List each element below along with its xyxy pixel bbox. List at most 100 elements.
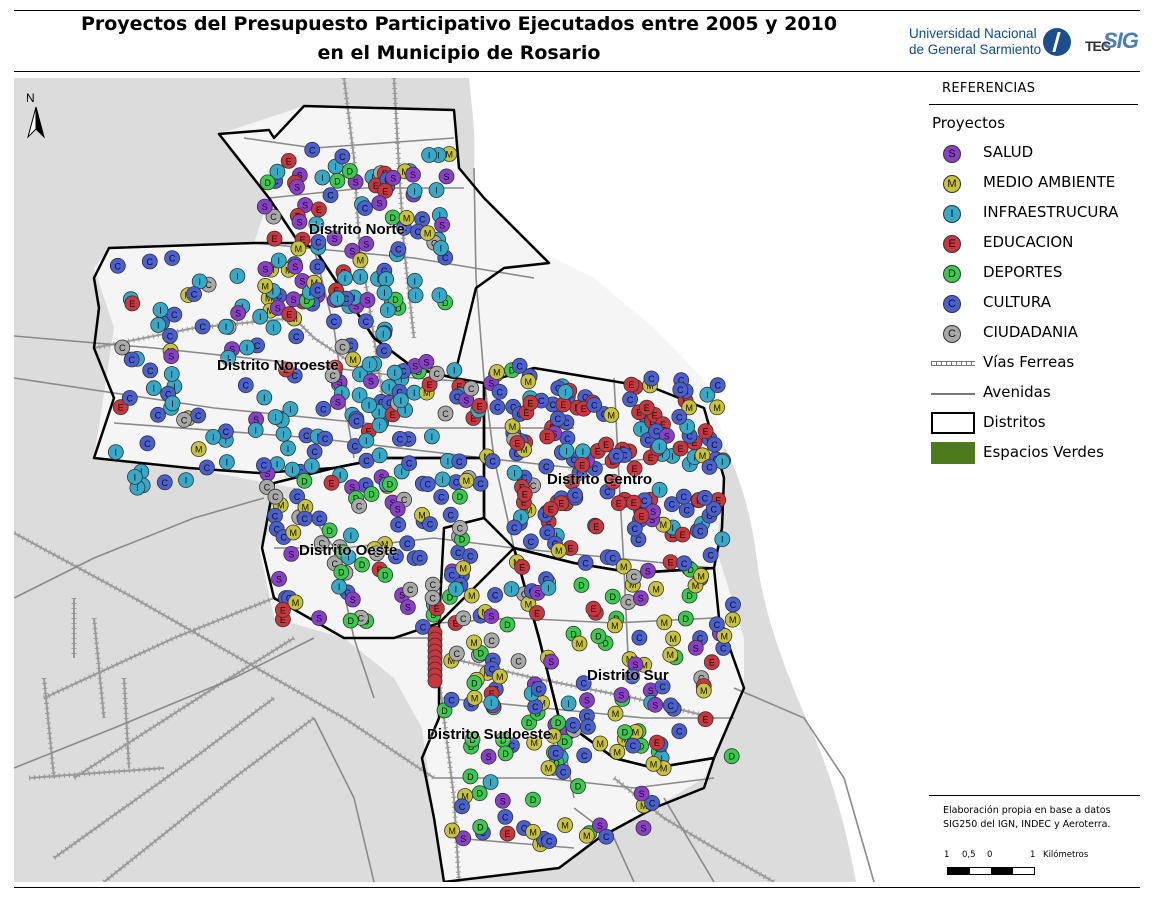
project-marker-letter: S (486, 752, 492, 762)
project-point-cultura: C (190, 407, 207, 424)
project-marker (472, 819, 489, 835)
project-point-deportes: D (573, 577, 590, 593)
project-marker (625, 737, 641, 754)
project-marker-letter: C (584, 712, 591, 722)
project-marker-letter: M (525, 506, 533, 516)
project-point-educacion: E (539, 428, 556, 445)
project-point-ciudadania: C (402, 581, 419, 598)
project-marker (257, 277, 274, 294)
project-marker-letter: C (528, 537, 535, 547)
project-marker-letter: C (604, 487, 611, 497)
project-point-deportes: D (363, 486, 380, 503)
project-marker-letter: I (274, 413, 277, 423)
project-point-cultura: C (317, 430, 334, 447)
project-point-salud: S (283, 545, 300, 562)
project-marker (633, 507, 650, 524)
project-marker (269, 163, 286, 180)
project-marker-letter: C (585, 722, 592, 732)
project-marker-letter: I (254, 426, 257, 436)
project-point-infraestrucura: I (557, 384, 574, 400)
project-marker (451, 453, 468, 470)
project-point-medio-ambiente: M (662, 646, 679, 663)
map-frame[interactable]: SIIIESCIIECESISISCECSCIDDESEMMCEESCMMSCC… (14, 78, 898, 882)
project-marker-letter: C (649, 798, 656, 808)
project-point-cultura: C (433, 488, 450, 505)
project-marker (281, 306, 298, 323)
project-marker-letter: E (603, 440, 609, 450)
project-marker (649, 734, 665, 751)
project-point-infraestrucura: I (386, 364, 403, 381)
railway-line (53, 697, 275, 859)
project-marker (550, 410, 566, 427)
project-point-deportes: D (259, 174, 276, 191)
project-marker-letter: M (596, 739, 604, 749)
project-marker-letter: I (259, 312, 262, 322)
project-point-infraestrucura: I (351, 387, 368, 404)
project-point-cultura: C (123, 351, 140, 368)
project-marker (484, 453, 501, 470)
project-marker-letter: M (660, 520, 668, 530)
project-point-salud: S (389, 501, 406, 518)
avenue-line (573, 807, 635, 882)
map-canvas[interactable]: SIIIESCIIECESISISCECSCIDDESEMMCEESCMMSCC… (14, 78, 898, 882)
project-marker-letter: C (425, 480, 432, 490)
project-marker-letter: I (400, 396, 403, 406)
project-marker-letter: M (660, 764, 668, 774)
project-marker (398, 209, 415, 226)
project-marker-letter: C (407, 585, 414, 595)
project-marker-letter: I (721, 457, 724, 467)
project-marker-letter: C (119, 343, 126, 353)
project-point-cultura: C (692, 523, 709, 540)
project-marker (289, 488, 306, 505)
project-marker (529, 605, 545, 621)
project-point-infraestrucura: I (252, 308, 269, 325)
project-marker-letter: C (627, 395, 634, 405)
project-point-infraestrucura: I (191, 273, 208, 290)
project-marker-letter: S (368, 377, 374, 387)
project-marker-letter: S (423, 357, 429, 367)
project-marker-letter: S (353, 301, 359, 311)
project-marker-letter: M (721, 631, 729, 641)
project-point-infraestrucura: I (127, 468, 143, 485)
avenue-line (733, 687, 875, 882)
project-point-medio-ambiente: M (578, 827, 595, 844)
project-marker (437, 405, 454, 422)
legend-item-salud: S SALUD (929, 139, 1139, 167)
project-marker-letter: C (667, 701, 674, 711)
project-point-cultura: C (506, 519, 523, 536)
project-point-medio-ambiente: M (257, 277, 274, 294)
project-marker (406, 183, 423, 199)
project-point-cultura: C (306, 443, 323, 460)
project-marker-letter: D (683, 614, 690, 624)
project-point-medio-ambiente: M (525, 824, 541, 840)
project-point-medio-ambiente: M (455, 560, 472, 577)
project-marker (176, 411, 193, 428)
project-marker-letter: E (610, 477, 616, 487)
project-marker (424, 589, 441, 606)
project-marker-letter: M (652, 584, 660, 594)
project-marker-letter: D (502, 749, 509, 759)
project-point-medio-ambiente: M (540, 760, 557, 776)
project-marker (389, 501, 406, 518)
project-marker (681, 399, 698, 416)
legend-item-ciudadania: C CIUDADANIA (929, 319, 1139, 347)
project-marker-letter: S (276, 574, 282, 584)
project-point-infraestrucura: I (483, 694, 500, 711)
project-marker-letter: I (660, 753, 663, 763)
project-marker (697, 489, 713, 506)
project-point-deportes: D (471, 785, 488, 802)
project-marker (304, 141, 321, 158)
project-marker (656, 614, 673, 631)
project-marker (613, 687, 630, 703)
project-marker-letter: C (456, 457, 463, 467)
project-marker-letter: M (525, 599, 533, 609)
project-marker-letter: C (442, 253, 449, 263)
project-point-cultura: C (334, 148, 351, 165)
project-marker-letter: D (478, 649, 485, 659)
project-marker (645, 756, 662, 772)
project-marker-letter: C (448, 695, 455, 705)
project-point-cultura: C (491, 383, 508, 400)
project-marker-letter: S (390, 173, 396, 183)
project-marker (579, 692, 595, 709)
project-marker (423, 428, 440, 445)
